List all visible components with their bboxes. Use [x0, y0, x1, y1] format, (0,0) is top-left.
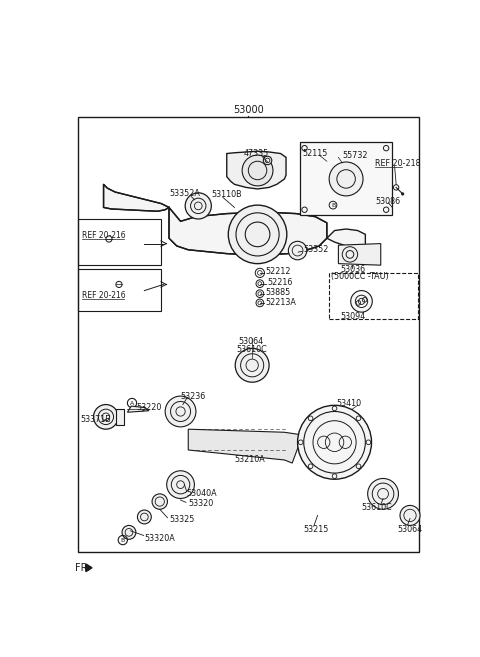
Bar — [300, 142, 392, 215]
Text: 53352A: 53352A — [169, 189, 200, 198]
Circle shape — [256, 280, 264, 288]
Circle shape — [256, 299, 264, 307]
Text: FR.: FR. — [75, 563, 90, 573]
Text: 52212: 52212 — [265, 267, 291, 276]
Text: 53410: 53410 — [337, 399, 362, 407]
Polygon shape — [327, 229, 365, 252]
Circle shape — [137, 510, 151, 524]
Text: 53086: 53086 — [375, 196, 400, 206]
Circle shape — [122, 526, 136, 539]
Text: 53064: 53064 — [238, 337, 264, 346]
Circle shape — [329, 162, 363, 196]
Text: REF 20-218: REF 20-218 — [375, 159, 421, 168]
Circle shape — [288, 241, 307, 260]
Text: 53210A: 53210A — [234, 455, 265, 464]
Circle shape — [106, 236, 112, 242]
Text: 53320A: 53320A — [144, 534, 175, 543]
Circle shape — [351, 290, 372, 312]
Circle shape — [152, 494, 168, 509]
Text: 47335: 47335 — [244, 149, 269, 158]
Text: 53064: 53064 — [397, 525, 422, 533]
Circle shape — [402, 193, 404, 195]
Circle shape — [165, 396, 196, 427]
Text: 53220: 53220 — [137, 403, 162, 412]
Text: 53371B: 53371B — [81, 415, 111, 424]
Text: REF 20-216: REF 20-216 — [82, 231, 126, 240]
Circle shape — [400, 505, 420, 526]
Circle shape — [256, 290, 264, 298]
Circle shape — [264, 156, 272, 165]
Circle shape — [255, 268, 264, 277]
Polygon shape — [127, 406, 149, 412]
Text: 52213A: 52213A — [265, 298, 296, 307]
Circle shape — [185, 193, 211, 219]
Circle shape — [116, 281, 122, 288]
Text: 53610C: 53610C — [361, 503, 392, 512]
Circle shape — [94, 405, 118, 429]
Text: 53320: 53320 — [188, 499, 214, 509]
Circle shape — [167, 471, 194, 499]
Text: REF 20-216: REF 20-216 — [82, 292, 126, 300]
Text: 55732: 55732 — [342, 150, 368, 160]
Polygon shape — [338, 244, 381, 265]
Bar — [329, 273, 418, 319]
Text: 53885: 53885 — [265, 288, 290, 298]
Polygon shape — [86, 564, 92, 572]
Text: (5000CC -TAU): (5000CC -TAU) — [331, 272, 388, 281]
Text: 52216: 52216 — [267, 278, 293, 286]
Bar — [78, 219, 161, 265]
Text: 53236: 53236 — [180, 392, 206, 401]
Text: 53325: 53325 — [169, 515, 194, 524]
Polygon shape — [169, 208, 327, 255]
Text: 53610C: 53610C — [237, 346, 267, 354]
Circle shape — [235, 348, 269, 382]
Bar — [78, 269, 161, 311]
Circle shape — [242, 155, 273, 186]
Polygon shape — [227, 151, 286, 189]
Bar — [78, 118, 419, 553]
Text: 53352: 53352 — [304, 244, 329, 254]
Circle shape — [298, 405, 372, 479]
Text: 53036: 53036 — [340, 265, 365, 273]
Circle shape — [228, 205, 287, 263]
Text: 52115: 52115 — [302, 149, 327, 158]
Text: 53094: 53094 — [341, 311, 366, 321]
Text: B: B — [331, 202, 335, 208]
Circle shape — [368, 478, 398, 509]
Polygon shape — [188, 429, 300, 463]
Text: A: A — [130, 401, 134, 405]
Polygon shape — [104, 185, 169, 212]
Text: 53110B: 53110B — [211, 190, 242, 199]
Text: B: B — [120, 537, 125, 543]
Text: 53215: 53215 — [304, 525, 329, 533]
Text: 53000: 53000 — [233, 104, 264, 114]
Text: 53040A: 53040A — [187, 489, 217, 499]
Polygon shape — [116, 409, 124, 424]
